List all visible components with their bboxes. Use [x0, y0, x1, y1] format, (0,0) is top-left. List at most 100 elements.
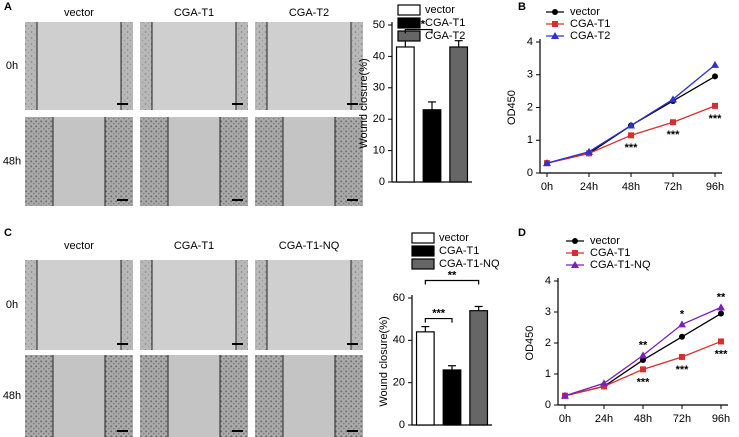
column-label: CGA-T1-NQ — [279, 240, 340, 252]
legend-marker — [571, 261, 579, 268]
point — [543, 159, 551, 167]
y-tick-label: 30 — [373, 82, 385, 94]
significance-bracket — [424, 279, 480, 285]
y-axis-label: Wound closure(%) — [378, 316, 390, 406]
y-tick-label: 1 — [545, 368, 551, 380]
x-tick-label: 48h — [622, 181, 640, 193]
scratch-gap — [53, 355, 105, 437]
column-label: vector — [64, 240, 94, 252]
x-tick-label: 72h — [664, 181, 682, 193]
column-label: CGA-T1 — [174, 7, 214, 19]
point — [601, 383, 607, 390]
bar — [422, 109, 442, 183]
significance-label: *** — [676, 364, 690, 376]
scratch-gap — [283, 355, 335, 437]
y-tick-label: 20 — [373, 113, 385, 125]
y-tick-label: 3 — [527, 69, 533, 81]
legend-label: CGA-T2 — [425, 30, 465, 42]
legend-swatch — [397, 30, 421, 42]
significance-label: *** — [637, 376, 651, 388]
legend-label: CGA-T1 — [590, 247, 630, 259]
row-label: 48h — [3, 390, 21, 402]
row-label: 0h — [6, 60, 18, 72]
scratch-gap — [168, 117, 220, 206]
legend-label: CGA-T1 — [439, 245, 479, 257]
scratch-gap — [37, 260, 121, 350]
point — [712, 73, 718, 80]
legend-label: CGA-T1-NQ — [590, 259, 651, 271]
panel-letter: A — [4, 1, 12, 13]
bar — [449, 46, 469, 183]
legend-label: vector — [439, 232, 469, 244]
scratch-gap — [152, 260, 236, 350]
legend-swatch — [397, 17, 421, 29]
significance-label: *** — [412, 18, 426, 30]
point — [670, 119, 676, 126]
legend-label: CGA-T1 — [425, 17, 465, 29]
point — [718, 310, 724, 317]
legend-swatch — [411, 232, 435, 244]
legend-marker — [551, 32, 559, 39]
x-tick-label: 96h — [706, 181, 724, 193]
scratch-gap — [283, 117, 335, 206]
significance-label: * — [680, 308, 685, 320]
legend-marker — [552, 9, 558, 15]
legend-label: vector — [570, 6, 600, 18]
point — [640, 366, 646, 373]
panel-letter: D — [518, 227, 526, 239]
x-tick-label: 96h — [712, 413, 730, 425]
point — [639, 351, 647, 359]
x-tick-label: 0h — [541, 181, 553, 193]
y-tick-label: 4 — [545, 275, 551, 287]
legend-marker — [552, 21, 558, 27]
x-tick-label: 48h — [634, 413, 652, 425]
y-tick-label: 1 — [527, 134, 533, 146]
point — [600, 379, 608, 387]
row-label: 0h — [6, 299, 18, 311]
point — [678, 320, 686, 328]
point — [679, 353, 685, 360]
y-tick-label: 10 — [373, 145, 385, 157]
significance-label: *** — [625, 142, 639, 154]
significance-label: ** — [717, 291, 726, 303]
point — [627, 121, 635, 129]
panel-letter: B — [518, 1, 526, 13]
x-tick-label: 72h — [673, 413, 691, 425]
x-tick-label: 0h — [559, 413, 571, 425]
y-axis-label: OD450 — [506, 90, 518, 125]
y-tick-label: 60 — [393, 292, 405, 304]
y-tick-label: 2 — [545, 337, 551, 349]
y-tick-label: 50 — [373, 19, 385, 31]
legend-label: CGA-T1 — [570, 18, 610, 30]
y-tick-label: 2 — [527, 101, 533, 113]
y-tick-label: 0 — [379, 176, 385, 188]
point — [712, 102, 718, 109]
legend-marker — [572, 238, 578, 244]
y-axis-label: Wound closure(%) — [358, 58, 370, 148]
y-axis-label: OD450 — [524, 326, 536, 361]
x-tick-label: 24h — [580, 181, 598, 193]
bar — [469, 310, 489, 426]
y-tick-label: 0 — [545, 399, 551, 411]
legend-label: vector — [590, 235, 620, 247]
legend-label: CGA-T2 — [570, 30, 610, 42]
scratch-gap — [168, 355, 220, 437]
legend-swatch — [411, 258, 435, 270]
significance-label: *** — [715, 348, 729, 360]
significance-bracket — [424, 317, 453, 323]
bar — [442, 369, 462, 426]
y-tick-label: 4 — [527, 36, 533, 48]
column-label: CGA-T1 — [174, 240, 214, 252]
significance-label: ** — [448, 269, 457, 281]
point — [718, 338, 724, 345]
significance-label: *** — [667, 129, 681, 141]
y-tick-label: 40 — [373, 50, 385, 62]
legend-label: vector — [425, 4, 455, 16]
scratch-gap — [267, 260, 351, 350]
significance-label: ** — [639, 339, 648, 351]
legend-marker — [572, 250, 578, 256]
point — [561, 391, 569, 399]
y-tick-label: 3 — [545, 306, 551, 318]
y-tick-label: 20 — [393, 377, 405, 389]
